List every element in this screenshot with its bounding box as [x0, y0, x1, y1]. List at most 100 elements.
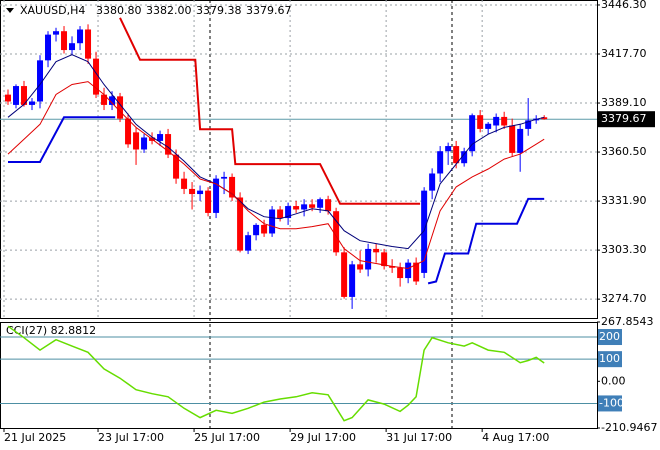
candle-body [541, 117, 548, 120]
y-tick-label: 3417.70 [601, 47, 647, 60]
candle-body [197, 190, 204, 195]
candle-body [237, 197, 244, 251]
candle-body [325, 199, 332, 212]
candle-body [221, 176, 228, 179]
candle-body [269, 209, 276, 234]
candle-body [101, 94, 108, 105]
candle-body [117, 96, 124, 119]
x-tick-label: 31 Jul 17:00 [386, 431, 452, 444]
y-tick-label: 3446.30 [601, 0, 647, 11]
candle-body [181, 178, 188, 189]
candle-body [389, 266, 396, 268]
indicator-title: CCI(27) 82.8812 [6, 324, 96, 337]
last-price-box [598, 111, 655, 128]
candle-body [109, 96, 116, 105]
candle-body [437, 151, 444, 174]
candle-body [445, 146, 452, 152]
candle-body [45, 34, 52, 61]
candle-body [381, 252, 388, 267]
candle-body [173, 154, 180, 179]
level-label: -100 [599, 396, 624, 409]
main-frame [0, 0, 598, 319]
indicator-line [7, 54, 545, 250]
candle-body [277, 209, 284, 219]
x-tick-label: 29 Jul 17:00 [290, 431, 356, 444]
candle-body [77, 29, 84, 44]
collapse-icon [6, 8, 14, 13]
y-tick-label: 3360.50 [601, 145, 647, 158]
y-tick-label: -210.9467 [601, 421, 657, 434]
candle-body [37, 60, 44, 102]
candle-body [205, 190, 212, 213]
indicator-line [7, 81, 545, 270]
candle-body [397, 267, 404, 279]
candle-body [477, 115, 484, 129]
level-box [598, 395, 622, 412]
candle-body [53, 31, 60, 35]
candle-body [413, 262, 420, 282]
x-tick-label: 4 Aug 17:00 [482, 431, 549, 444]
level-label: 200 [599, 330, 620, 343]
candle-body [21, 86, 28, 105]
candle-body [85, 29, 92, 59]
candle-body [429, 173, 436, 191]
level-label: 100 [599, 352, 620, 365]
candle-body [13, 86, 20, 105]
y-tick-label: 3389.10 [601, 96, 647, 109]
cci-line [7, 325, 545, 422]
candle-body [245, 235, 252, 251]
candle-body [365, 248, 372, 270]
candle-body [309, 204, 316, 208]
candle-body [165, 134, 172, 155]
level-box [598, 351, 622, 368]
candle-body [261, 224, 268, 234]
candle-body [485, 123, 492, 129]
candle-body [461, 151, 468, 164]
indicator-line [119, 17, 421, 205]
quote-open: 3380.80 [96, 4, 142, 17]
candle-body [301, 204, 308, 210]
candle-body [469, 115, 476, 152]
candle-body [333, 211, 340, 253]
cci-frame [0, 322, 598, 429]
candle-body [373, 248, 380, 253]
candle-body [157, 134, 164, 141]
candle-body [213, 178, 220, 213]
y-tick-label: 267.8543 [601, 315, 654, 328]
y-tick-label: 3274.70 [601, 292, 647, 305]
candle-body [61, 31, 68, 51]
candle-body [405, 262, 412, 279]
candle-body [189, 188, 196, 195]
candle-body [253, 224, 260, 236]
indicator-line [8, 116, 545, 285]
candle-body [29, 101, 36, 105]
candle-body [293, 206, 300, 210]
y-tick-label: 3331.90 [601, 194, 647, 207]
candle-body [93, 58, 100, 95]
candle-body [501, 116, 508, 126]
quote-high: 3382.00 [146, 4, 192, 17]
last-price-label: 3379.67 [601, 112, 647, 125]
candle-body [69, 43, 76, 51]
candle-body [525, 120, 532, 129]
x-tick-label: 21 Jul 2025 [4, 431, 66, 444]
x-tick-label: 25 Jul 17:00 [194, 431, 260, 444]
candle-body [141, 137, 148, 150]
candle-body [341, 252, 348, 297]
candle-body [133, 132, 140, 150]
chart-title: XAUUSD,H4 [20, 4, 85, 17]
x-tick-label: 23 Jul 17:00 [98, 431, 164, 444]
quote-close: 3379.67 [246, 4, 292, 17]
candle-body [509, 125, 516, 153]
candle-body [493, 116, 500, 126]
candle-body [5, 94, 12, 102]
y-tick-label: 0.00 [601, 374, 626, 387]
candle-body [229, 176, 236, 198]
candle-body [517, 128, 524, 153]
y-tick-label: 3303.30 [601, 243, 647, 256]
candle-body [421, 190, 428, 273]
quote-low: 3379.38 [196, 4, 242, 17]
candle-body [349, 264, 356, 297]
candle-body [285, 206, 292, 219]
